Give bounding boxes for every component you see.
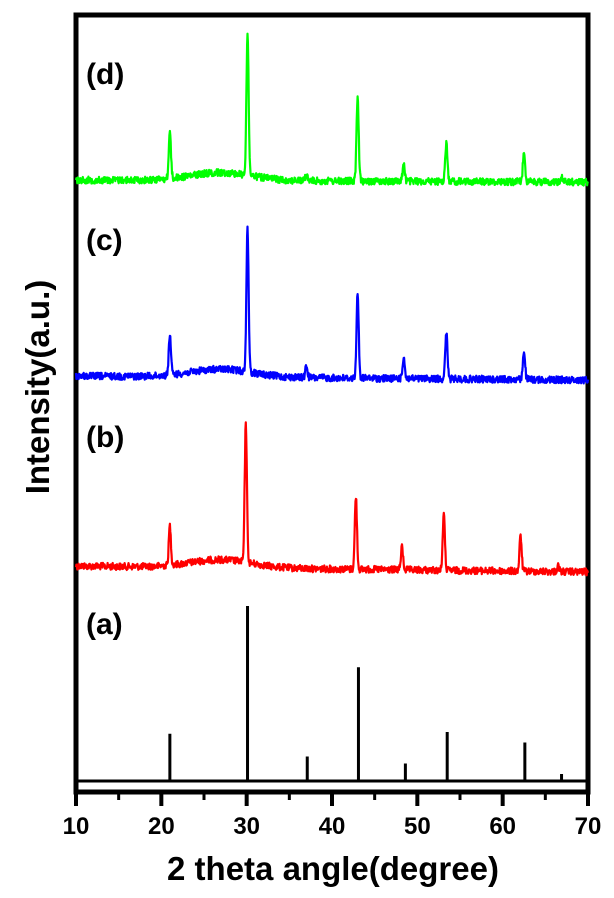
panel-label-a: (a) (86, 608, 123, 641)
xrd-trace-d (74, 32, 589, 187)
traces-group (74, 32, 590, 781)
x-axis-ticks: 10 20 30 40 50 60 70 (63, 792, 602, 840)
xrd-trace-c (74, 225, 590, 385)
xrd-trace-b (74, 421, 590, 577)
x-tick-label: 60 (489, 813, 516, 840)
y-axis-title: Intensity(a.u.) (19, 280, 56, 495)
x-tick-label: 40 (319, 813, 346, 840)
panel-label-c: (c) (86, 224, 123, 257)
x-tick-label: 70 (575, 813, 602, 840)
x-tick-label: 10 (63, 813, 90, 840)
panel-label-d: (d) (86, 58, 124, 91)
x-tick-label: 20 (148, 813, 175, 840)
panel-label-b: (b) (86, 421, 124, 454)
plot-frame (73, 12, 591, 795)
x-axis-title: 2 theta angle(degree) (167, 850, 499, 887)
x-tick-label: 30 (233, 813, 260, 840)
x-tick-label: 50 (404, 813, 431, 840)
